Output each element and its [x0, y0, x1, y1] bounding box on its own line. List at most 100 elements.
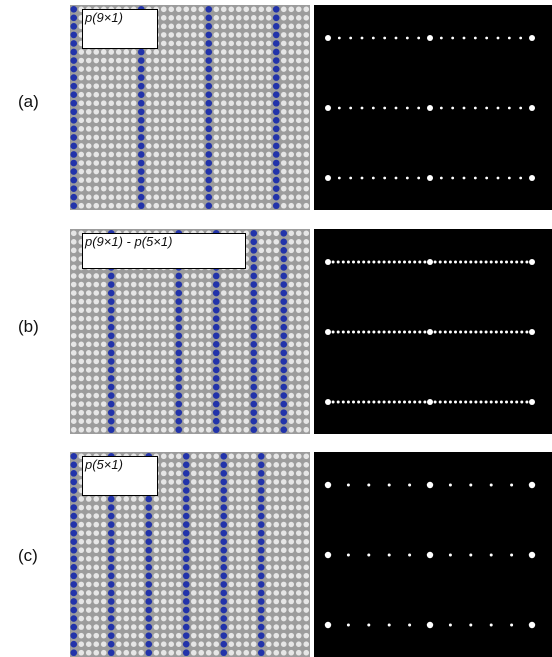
- substrate-atom: [303, 160, 310, 166]
- substrate-atom: [213, 160, 220, 166]
- substrate-atom: [228, 504, 235, 511]
- adatom-blue: [145, 564, 153, 571]
- adatom-blue: [107, 640, 115, 648]
- substrate-atom: [168, 409, 175, 416]
- substrate-atom: [250, 23, 257, 30]
- streak-spot: [464, 400, 468, 404]
- substrate-atom: [190, 151, 197, 158]
- substrate-atom: [175, 607, 182, 613]
- substrate-atom: [175, 49, 182, 55]
- substrate-atom: [85, 290, 92, 296]
- substrate-atom: [235, 521, 242, 528]
- adatom-blue: [182, 649, 190, 657]
- substrate-atom: [235, 564, 242, 571]
- substrate-atom: [288, 83, 295, 89]
- adatom-blue: [220, 606, 228, 614]
- adatom-blue: [175, 358, 183, 365]
- substrate-atom: [175, 83, 182, 89]
- substrate-atom: [228, 641, 235, 647]
- substrate-atom: [145, 57, 152, 64]
- substrate-atom: [235, 401, 242, 407]
- substrate-atom: [280, 573, 287, 579]
- panel-c-diffraction-pattern: [314, 452, 552, 657]
- substrate-atom: [85, 555, 92, 562]
- substrate-atom: [220, 66, 227, 72]
- substrate-atom: [100, 649, 107, 656]
- panel-b-structure-label: p(9×1) - p(5×1): [82, 233, 246, 269]
- adatom-blue: [205, 23, 213, 30]
- substrate-atom: [115, 350, 122, 356]
- substrate-atom: [123, 358, 130, 365]
- substrate-atom: [288, 40, 295, 47]
- substrate-atom: [78, 324, 85, 331]
- substrate-atom: [190, 108, 197, 115]
- substrate-atom: [295, 185, 302, 192]
- substrate-atom: [100, 358, 107, 365]
- adatom-blue: [70, 555, 78, 563]
- adatom-blue: [107, 366, 115, 374]
- substrate-atom: [265, 256, 272, 262]
- streak-spot: [362, 260, 366, 264]
- superstructure-spot: [473, 106, 477, 110]
- substrate-atom: [160, 513, 167, 519]
- substrate-atom: [93, 160, 100, 166]
- substrate-atom: [265, 66, 272, 72]
- superstructure-spot: [346, 553, 350, 557]
- substrate-atom: [273, 324, 280, 331]
- substrate-atom: [288, 426, 295, 433]
- adatom-blue: [220, 615, 228, 622]
- substrate-atom: [288, 470, 295, 477]
- substrate-atom: [93, 202, 100, 209]
- substrate-atom: [243, 290, 250, 296]
- substrate-atom: [265, 598, 272, 605]
- substrate-atom: [258, 401, 265, 407]
- substrate-atom: [168, 607, 175, 613]
- substrate-atom: [198, 607, 205, 613]
- adatom-blue: [107, 341, 115, 348]
- substrate-atom: [258, 202, 265, 209]
- substrate-atom: [190, 332, 197, 339]
- adatom-blue: [70, 117, 78, 124]
- substrate-atom: [115, 151, 122, 158]
- streak-spot: [474, 330, 478, 334]
- substrate-atom: [235, 367, 242, 373]
- substrate-atom: [220, 15, 227, 21]
- substrate-atom: [153, 74, 160, 81]
- substrate-atom: [280, 126, 287, 132]
- substrate-atom: [280, 202, 287, 209]
- superstructure-spot: [408, 623, 412, 627]
- substrate-atom: [168, 281, 175, 288]
- substrate-atom: [115, 598, 122, 605]
- substrate-atom: [228, 581, 235, 588]
- adatom-blue: [70, 581, 78, 588]
- substrate-atom: [108, 143, 115, 149]
- substrate-atom: [273, 367, 280, 373]
- substrate-atom: [198, 530, 205, 536]
- substrate-atom: [115, 66, 122, 72]
- substrate-atom: [235, 151, 242, 158]
- substrate-atom: [295, 32, 302, 38]
- substrate-atom: [85, 83, 92, 89]
- adatom-blue: [70, 5, 78, 13]
- substrate-atom: [93, 358, 100, 365]
- substrate-atom: [228, 57, 235, 64]
- substrate-atom: [190, 177, 197, 183]
- substrate-atom: [190, 57, 197, 64]
- substrate-atom: [183, 281, 190, 288]
- panel-c-lattice: p(5×1): [70, 452, 310, 657]
- substrate-atom: [183, 341, 190, 348]
- adatom-blue: [280, 409, 288, 416]
- substrate-atom: [168, 100, 175, 107]
- substrate-atom: [115, 418, 122, 424]
- substrate-atom: [235, 547, 242, 554]
- substrate-atom: [100, 91, 107, 98]
- adatom-blue: [182, 546, 190, 554]
- substrate-atom: [288, 134, 295, 141]
- substrate-atom: [100, 108, 107, 115]
- substrate-atom: [250, 547, 257, 554]
- substrate-atom: [295, 496, 302, 502]
- substrate-atom: [130, 177, 137, 183]
- substrate-atom: [303, 590, 310, 596]
- substrate-atom: [243, 23, 250, 30]
- substrate-atom: [168, 74, 175, 81]
